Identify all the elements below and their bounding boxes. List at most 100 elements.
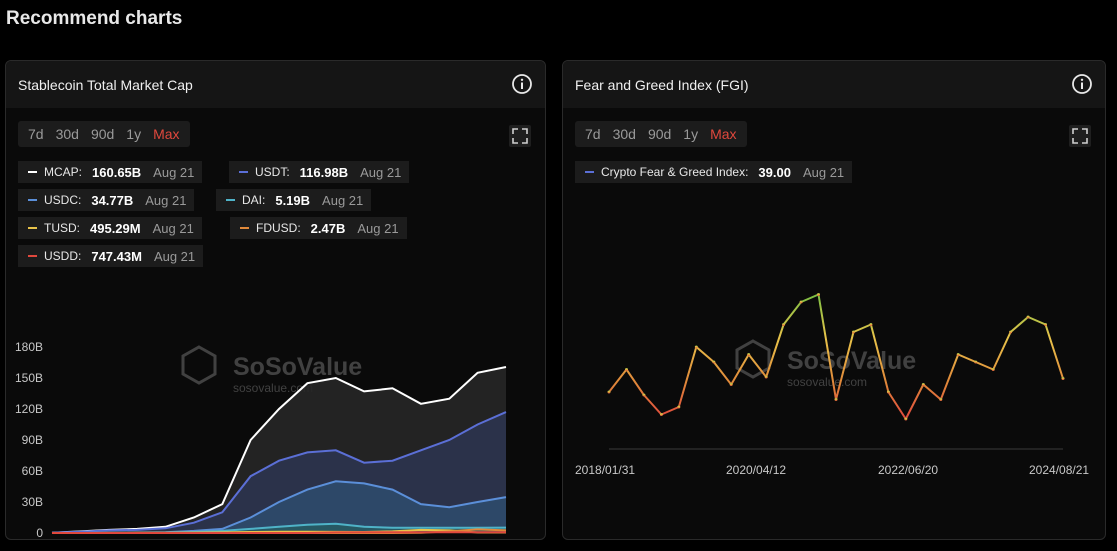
legend-tusd: TUSD: 495.29M Aug 21	[18, 217, 202, 239]
data-point	[834, 398, 838, 401]
legend-name: DAI:	[242, 193, 266, 207]
range-7d-button[interactable]: 7d	[28, 126, 44, 142]
range-30d-button[interactable]: 30d	[612, 126, 636, 142]
range-90d-button[interactable]: 90d	[90, 126, 115, 142]
range-30d-button[interactable]: 30d	[55, 126, 79, 142]
range-max-button[interactable]: Max	[153, 126, 180, 142]
y-tick-label: 180B	[15, 340, 43, 354]
data-point	[625, 368, 628, 371]
series-area-usdc	[52, 481, 506, 533]
y-tick-label: 60B	[22, 464, 43, 478]
card-title: Stablecoin Total Market Cap	[18, 77, 193, 93]
fgi-card: Fear and Greed Index (FGI) 7d 30d 90d 1y…	[562, 60, 1106, 540]
legend-date: Aug 21	[145, 192, 187, 208]
legend-name: Crypto Fear & Greed Index:	[601, 165, 749, 179]
legend-dai: DAI: 5.19B Aug 21	[216, 189, 372, 211]
legend-value: 747.43M	[91, 248, 142, 264]
y-tick-label: 90B	[22, 433, 43, 447]
data-point	[886, 390, 890, 394]
data-point	[991, 368, 995, 371]
fullscreen-icon[interactable]	[509, 125, 531, 147]
data-point	[659, 413, 663, 416]
legend-swatch	[585, 171, 594, 173]
info-icon[interactable]	[1071, 73, 1093, 95]
legend-fdusd: FDUSD: 2.47B Aug 21	[230, 217, 407, 239]
data-point	[799, 300, 803, 304]
watermark-brand: SoSoValue	[787, 347, 916, 375]
legend-value: 160.65B	[92, 164, 142, 180]
legend-date: Aug 21	[802, 164, 845, 180]
range-7d-button[interactable]: 7d	[585, 126, 601, 142]
series-line-usdt	[51, 411, 507, 534]
legend-date: Aug 21	[357, 220, 399, 236]
legend-date: Aug 21	[360, 164, 402, 180]
range-selector: 7d 30d 90d 1y Max	[18, 121, 190, 147]
legend-value: 5.19B	[275, 192, 311, 208]
watermark-brand: SoSoValue	[233, 353, 362, 381]
legend-value: 495.29M	[90, 220, 141, 236]
range-1y-button[interactable]: 1y	[126, 126, 142, 142]
legend-swatch	[240, 227, 249, 229]
legend-name: MCAP:	[44, 165, 83, 179]
x-tick-label: 2020/04/12	[726, 463, 786, 477]
legend-date: Aug 21	[322, 192, 364, 208]
legend-name: FDUSD:	[256, 221, 301, 235]
legend-swatch	[28, 199, 37, 201]
legend-name: USDC:	[44, 193, 82, 207]
legend-value: 34.77B	[91, 192, 134, 208]
range-selector: 7d 30d 90d 1y Max	[575, 121, 747, 147]
legend-swatch	[28, 227, 37, 229]
data-point	[869, 323, 873, 326]
info-icon[interactable]	[511, 73, 533, 95]
data-point	[1044, 323, 1047, 326]
data-point	[694, 345, 698, 349]
data-point	[939, 398, 943, 401]
y-tick-label: 150B	[15, 371, 43, 385]
data-point	[921, 383, 925, 386]
legend-usdt: USDT: 116.98B Aug 21	[229, 161, 410, 183]
legend-swatch	[239, 171, 248, 173]
x-tick-label: 2024/08/21	[1029, 463, 1089, 477]
data-point	[677, 405, 681, 409]
legend-swatch	[226, 199, 235, 201]
card-title: Fear and Greed Index (FGI)	[575, 77, 749, 93]
watermark: SoSoValue sosovalue.com	[181, 345, 362, 395]
card-header: Fear and Greed Index (FGI)	[563, 61, 1105, 108]
legend-name: TUSD:	[44, 221, 80, 235]
legend-date: Aug 21	[153, 248, 196, 264]
data-point	[729, 383, 733, 386]
legend-value: 2.47B	[310, 220, 346, 236]
legend-swatch	[28, 171, 37, 173]
data-point	[1009, 330, 1013, 334]
stablecoin-chart: SoSoValue sosovalue.com 0 30B 60B 90B 120B 15…	[15, 340, 507, 537]
y-tick-label: 30B	[22, 495, 43, 509]
range-90d-button[interactable]: 90d	[647, 126, 672, 142]
data-point	[642, 393, 646, 397]
data-point	[712, 360, 716, 364]
legend-name: USDT:	[255, 165, 290, 179]
data-point	[904, 417, 908, 421]
series-line-usdd	[52, 531, 507, 534]
data-point	[1026, 315, 1030, 319]
fullscreen-icon[interactable]	[1069, 125, 1091, 147]
legend-date: Aug 21	[153, 164, 195, 180]
legend-swatch	[28, 255, 37, 257]
range-1y-button[interactable]: 1y	[683, 126, 699, 142]
legend-name: USDD:	[44, 249, 82, 263]
legend-mcap: MCAP: 160.65B Aug 21	[18, 161, 203, 183]
data-point	[782, 323, 786, 326]
legend-usdd: USDD: 747.43M Aug 21	[18, 245, 204, 267]
legend-value: 116.98B	[299, 164, 349, 180]
data-point	[1061, 377, 1065, 380]
data-point	[747, 353, 751, 356]
data-point	[817, 293, 820, 296]
range-max-button[interactable]: Max	[710, 126, 737, 142]
card-header: Stablecoin Total Market Cap	[6, 61, 545, 108]
watermark: SoSoValue sosovalue.com	[735, 339, 916, 389]
watermark-site: sosovalue.com	[233, 381, 313, 395]
data-point	[956, 353, 960, 356]
data-point	[764, 375, 768, 379]
x-tick-label: 2022/06/20	[878, 463, 938, 477]
legend-value: 39.00	[758, 164, 791, 180]
stablecoin-card: Stablecoin Total Market Cap 7d 30d 90d 1…	[5, 60, 546, 540]
